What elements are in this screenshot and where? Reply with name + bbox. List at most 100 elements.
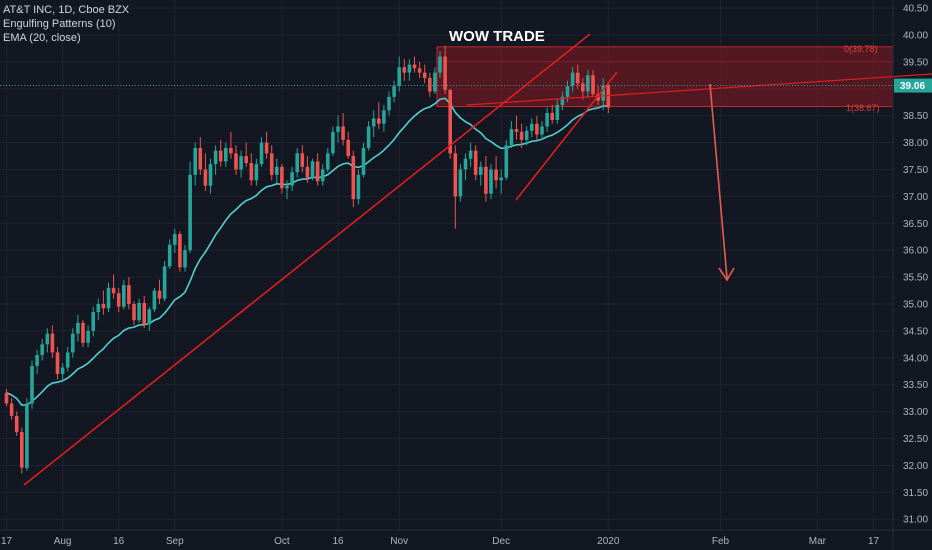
- time-tick-label: Aug: [54, 536, 72, 547]
- candle-body: [300, 153, 305, 167]
- candle-body: [479, 166, 483, 175]
- candle-body: [208, 164, 213, 186]
- price-tick-label: 32.00: [903, 461, 928, 472]
- candle-body: [188, 174, 192, 251]
- candle-body: [280, 166, 284, 189]
- price-tick-label: 36.50: [903, 219, 928, 230]
- candle-body: [60, 367, 65, 374]
- candle-body: [601, 85, 605, 101]
- candle-body: [443, 56, 447, 90]
- candle-body: [519, 131, 524, 140]
- candle-body: [285, 185, 289, 189]
- price-tick-label: 35.50: [903, 273, 928, 284]
- candle-body: [473, 150, 478, 175]
- candle-body: [428, 78, 432, 92]
- rising-wedge-line: [515, 71, 618, 201]
- candle-body: [545, 112, 549, 127]
- candle-body: [596, 94, 600, 101]
- resistance-zone[interactable]: [436, 46, 894, 108]
- last-price-tag: [894, 78, 932, 93]
- candle-body: [361, 147, 366, 175]
- upper-trendline: [466, 73, 932, 106]
- price-tick-label: 36.00: [903, 246, 928, 257]
- time-tick-label: 16: [113, 536, 125, 547]
- time-axis[interactable]: 17 Aug 16 Sep Oct 16 Nov Dec 2020 Feb Mar 17: [0, 529, 932, 547]
- candle-body: [509, 129, 514, 146]
- candle-body: [565, 86, 570, 97]
- candle-body: [305, 166, 310, 178]
- candle-body: [147, 309, 152, 325]
- trend-drawings[interactable]: [23, 33, 932, 486]
- candle-body: [50, 333, 55, 353]
- candle-body: [371, 118, 376, 127]
- candle-body: [122, 285, 126, 307]
- candle-body: [30, 365, 34, 404]
- candle-body: [127, 285, 131, 305]
- candle-body: [453, 153, 458, 197]
- price-tick-label: 39.50: [903, 57, 928, 68]
- candle-body: [315, 161, 320, 182]
- time-tick-label: 2020: [597, 536, 620, 547]
- candle-body: [96, 304, 101, 313]
- candle-body: [152, 290, 157, 310]
- candle-body: [4, 392, 9, 404]
- candle-body: [229, 147, 233, 154]
- candle-body: [20, 432, 24, 468]
- time-tick-label: Feb: [712, 536, 730, 547]
- time-tick-label: Nov: [390, 536, 408, 547]
- candle-body: [162, 266, 167, 299]
- candlesticks: [4, 45, 611, 474]
- candle-body: [422, 72, 427, 79]
- candle-body: [178, 234, 182, 268]
- candle-body: [606, 85, 611, 108]
- candle-body: [71, 333, 75, 353]
- symbol-title[interactable]: AT&T INC, 1D, Cboe BZX: [3, 4, 130, 16]
- time-tick-label: Mar: [809, 536, 827, 547]
- candle-body: [407, 64, 412, 73]
- candle-body: [91, 312, 95, 331]
- candle-body: [504, 145, 509, 178]
- candle-body: [116, 293, 121, 307]
- candle-body: [356, 174, 361, 200]
- time-tick-label: 17: [868, 536, 880, 547]
- candle-body: [173, 234, 177, 245]
- candle-body: [535, 123, 539, 135]
- candle-body: [377, 118, 381, 124]
- price-tick-label: 38.50: [903, 111, 928, 122]
- candle-body: [234, 153, 238, 170]
- fib-bottom-label: 1(38.67): [846, 103, 880, 113]
- candle-body: [76, 322, 80, 334]
- indicator-ema[interactable]: EMA (20, close): [3, 32, 81, 44]
- price-tick-label: 34.00: [903, 353, 928, 364]
- time-tick-label: Dec: [492, 536, 510, 547]
- price-tick-label: 37.50: [903, 165, 928, 176]
- long-trendline: [23, 33, 591, 486]
- candle-body: [387, 96, 391, 111]
- candle-body: [198, 147, 203, 170]
- candle-body: [382, 110, 386, 124]
- candle-body: [484, 166, 488, 194]
- candle-body: [183, 250, 187, 268]
- candle-body: [555, 104, 560, 120]
- candle-body: [366, 126, 371, 148]
- price-tick-label: 32.50: [903, 434, 928, 445]
- candle-body: [402, 67, 407, 73]
- candle-body: [244, 156, 248, 164]
- indicator-engulfing[interactable]: Engulfing Patterns (10): [3, 18, 116, 30]
- candle-body: [463, 158, 468, 170]
- candle-body: [9, 403, 14, 416]
- candle-body: [295, 153, 299, 173]
- candle-body: [137, 302, 141, 321]
- candle-body: [575, 72, 580, 84]
- candle-body: [489, 169, 493, 194]
- candle-body: [499, 177, 503, 181]
- candle-body: [203, 169, 208, 186]
- candle-body: [331, 131, 335, 154]
- candle-body: [142, 302, 146, 325]
- candle-body: [351, 156, 356, 200]
- candle-body: [458, 169, 463, 197]
- candle-body: [326, 153, 330, 170]
- price-tick-label: 38.00: [903, 138, 928, 149]
